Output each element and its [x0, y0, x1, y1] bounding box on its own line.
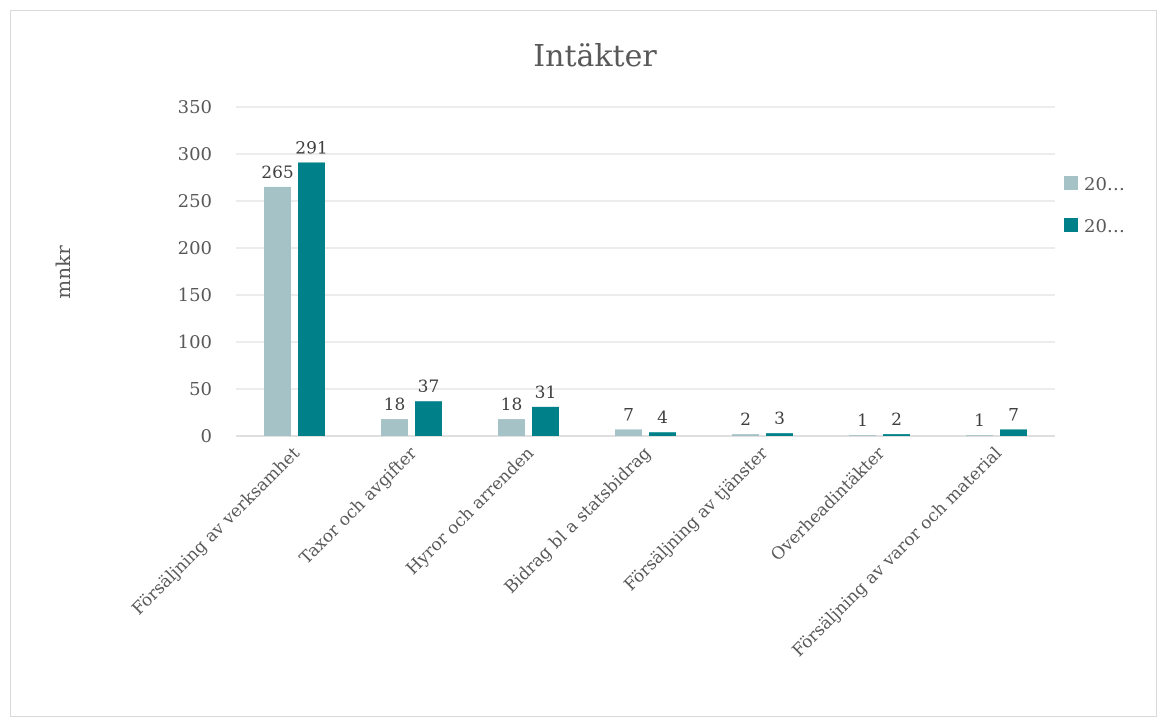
- y-tick-label: 300: [178, 144, 212, 165]
- bar: [849, 435, 876, 436]
- x-tick-label: Overheadintäkter: [767, 443, 890, 566]
- y-tick-label: 200: [178, 238, 212, 259]
- bar: [298, 162, 325, 436]
- y-tick-label: 350: [178, 97, 212, 118]
- data-label: 18: [501, 395, 523, 415]
- bar: [532, 406, 559, 436]
- data-label: 2: [891, 410, 902, 430]
- data-label: 4: [657, 408, 668, 428]
- y-axis-label: mnkr: [51, 245, 75, 299]
- bar: [264, 186, 291, 436]
- bar: [732, 434, 759, 436]
- bar: [883, 434, 910, 436]
- x-tick-label: Hyror och arrenden: [402, 443, 538, 579]
- bar: [381, 419, 408, 436]
- legend-swatch: [1064, 176, 1078, 190]
- bar: [415, 401, 442, 436]
- y-tick-label: 250: [178, 191, 212, 212]
- data-label: 18: [384, 395, 406, 415]
- data-label: 291: [295, 138, 327, 158]
- bar: [766, 433, 793, 436]
- chart-title: Intäkter: [533, 39, 657, 74]
- data-label: 7: [1008, 405, 1019, 425]
- legend-label: 20…: [1084, 174, 1125, 195]
- bar: [966, 435, 993, 436]
- data-label: 31: [535, 383, 557, 403]
- x-tick-label: Taxor och avgifter: [296, 443, 422, 569]
- data-label: 1: [857, 411, 868, 431]
- x-tick-label: Försäljning av verksamhet: [128, 443, 304, 619]
- data-label: 2: [740, 410, 751, 430]
- bar: [649, 432, 676, 436]
- data-label: 7: [623, 405, 634, 425]
- data-label: 3: [774, 409, 785, 429]
- x-tick-label: Försäljning av varor och material: [789, 443, 1007, 661]
- legend-swatch: [1064, 218, 1078, 232]
- y-tick-label: 0: [201, 426, 212, 447]
- legend-label: 20…: [1084, 216, 1125, 237]
- data-label: 37: [418, 377, 440, 397]
- chart-frame: [10, 10, 1157, 717]
- data-label: 1: [974, 411, 985, 431]
- bar: [498, 419, 525, 436]
- y-tick-label: 100: [178, 332, 212, 353]
- y-tick-label: 150: [178, 285, 212, 306]
- data-label: 265: [261, 163, 293, 183]
- bar: [1000, 429, 1027, 436]
- bar: [615, 429, 642, 436]
- y-tick-label: 50: [189, 379, 212, 400]
